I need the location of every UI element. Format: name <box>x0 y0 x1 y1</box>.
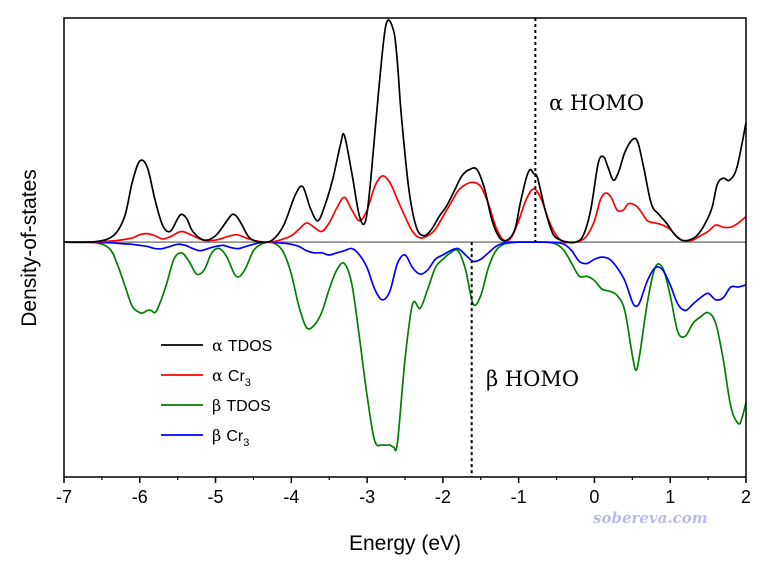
legend-beta-tdos-label: β TDOS <box>212 396 271 415</box>
x-tick-label: 1 <box>665 487 675 507</box>
x-tick-label: -3 <box>359 487 375 507</box>
beta-homo-label: β HOMO <box>486 367 579 391</box>
alpha-tdos-line <box>63 19 747 244</box>
y-axis-title: Density-of-states <box>18 169 41 327</box>
x-tick-label: -7 <box>56 487 72 507</box>
x-tick-label: -6 <box>132 487 148 507</box>
x-axis-title: Energy (eV) <box>349 532 461 555</box>
x-tick-label: 2 <box>741 487 751 507</box>
x-tick-label: -5 <box>208 487 224 507</box>
legend-beta-cr3-label: β Cr3 <box>212 426 249 449</box>
alpha-cr3-line <box>63 175 747 244</box>
x-tick-label: -1 <box>511 487 527 507</box>
watermark: sobereva.com <box>593 509 708 527</box>
legend-alpha-tdos-label: α TDOS <box>212 336 272 355</box>
beta-cr3-line <box>63 241 747 312</box>
legend: α TDOS α Cr3 β TDOS β Cr3 <box>161 336 272 449</box>
x-tick-label: -2 <box>435 487 451 507</box>
plot-background <box>64 18 746 477</box>
beta-tdos-line <box>63 241 747 452</box>
x-tick-label: 0 <box>589 487 599 507</box>
alpha-homo-label: α HOMO <box>549 91 644 115</box>
x-tick-label: -4 <box>283 487 299 507</box>
legend-alpha-cr3-label: α Cr3 <box>212 366 251 389</box>
